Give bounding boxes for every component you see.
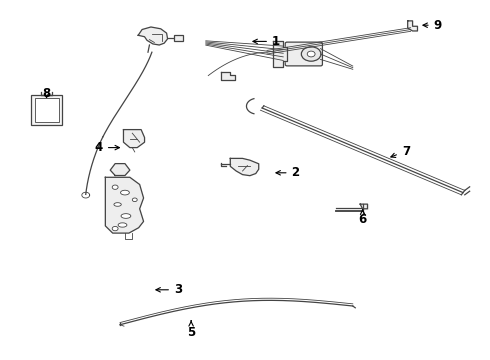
Bar bbox=[174, 35, 183, 41]
Ellipse shape bbox=[114, 203, 121, 206]
Polygon shape bbox=[105, 177, 144, 233]
Circle shape bbox=[112, 185, 118, 189]
Bar bbox=[30, 95, 63, 125]
Circle shape bbox=[132, 198, 137, 202]
Text: 4: 4 bbox=[95, 141, 120, 154]
Polygon shape bbox=[230, 158, 259, 176]
Polygon shape bbox=[220, 72, 235, 80]
Text: 6: 6 bbox=[359, 210, 367, 226]
Polygon shape bbox=[408, 21, 417, 31]
Ellipse shape bbox=[121, 213, 131, 218]
Circle shape bbox=[307, 51, 315, 57]
Circle shape bbox=[112, 226, 118, 231]
Polygon shape bbox=[123, 130, 145, 148]
Text: 1: 1 bbox=[253, 35, 280, 48]
Bar bbox=[34, 98, 59, 122]
Circle shape bbox=[301, 47, 321, 61]
FancyBboxPatch shape bbox=[285, 42, 322, 66]
Polygon shape bbox=[138, 27, 168, 45]
Text: 8: 8 bbox=[43, 87, 50, 100]
Polygon shape bbox=[110, 163, 130, 176]
Text: 5: 5 bbox=[187, 321, 195, 339]
Ellipse shape bbox=[118, 223, 127, 227]
Polygon shape bbox=[273, 41, 287, 67]
Ellipse shape bbox=[121, 190, 129, 195]
Text: 9: 9 bbox=[423, 19, 442, 32]
Text: 7: 7 bbox=[391, 145, 410, 158]
Text: 3: 3 bbox=[156, 283, 182, 296]
Polygon shape bbox=[360, 204, 368, 209]
Text: 2: 2 bbox=[276, 166, 300, 179]
